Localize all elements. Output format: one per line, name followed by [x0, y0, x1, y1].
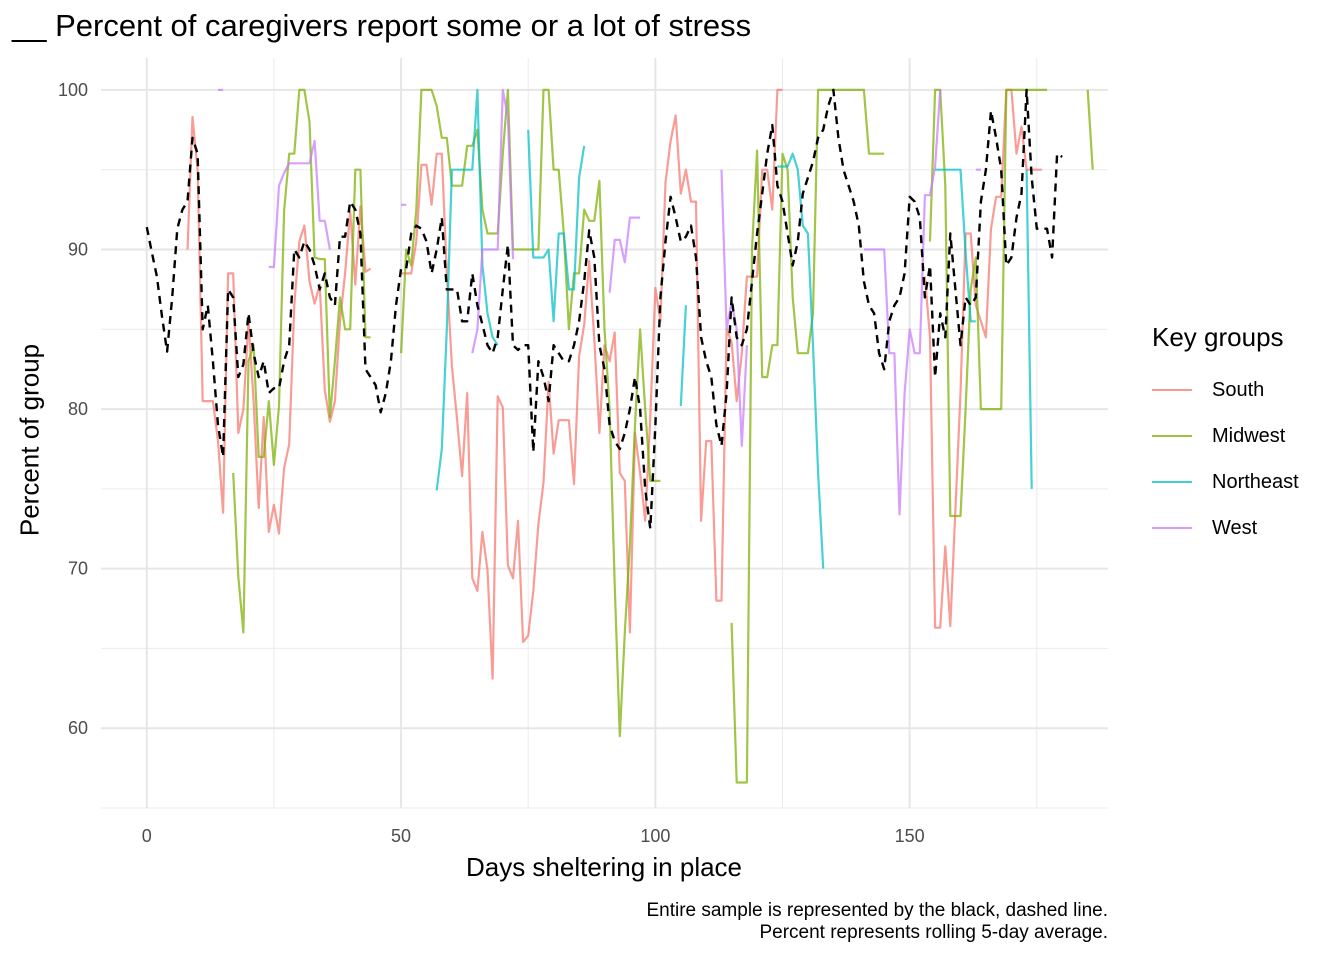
- series-lines: [145, 88, 1094, 784]
- series-line-northeast: [435, 88, 499, 491]
- series-line-south: [401, 88, 783, 680]
- legend-item-midwest: Midwest: [1152, 413, 1299, 459]
- x-tick-label: 100: [640, 826, 670, 846]
- caption-line: Entire sample is represented by the blac…: [646, 900, 1108, 921]
- legend: Key groups South Midwest Northeast West: [1152, 322, 1299, 551]
- series-line-midwest: [730, 88, 885, 784]
- x-tick-label: 50: [391, 826, 411, 846]
- series-line-northeast: [679, 305, 687, 406]
- y-tick-label: 80: [68, 399, 88, 419]
- series-line-entire-sample: [145, 88, 1063, 530]
- series-line-west: [471, 88, 515, 354]
- series-line-west: [268, 139, 331, 269]
- series-line-south: [186, 115, 372, 535]
- x-axis-label: Days sheltering in place: [465, 852, 743, 882]
- caption-line: Percent represents rolling 5-day average…: [759, 922, 1108, 943]
- series-line-northeast: [1025, 169, 1033, 489]
- series-line-midwest: [400, 88, 661, 738]
- series-line-midwest: [232, 88, 371, 634]
- legend-item-south: South: [1152, 367, 1299, 413]
- legend-key-south: [1152, 389, 1192, 391]
- chart-caption: Entire sample is represented by the blac…: [646, 900, 1108, 944]
- legend-label: Midwest: [1212, 424, 1286, 447]
- legend-key-northeast: [1152, 481, 1192, 483]
- legend-label: West: [1212, 516, 1258, 539]
- legend-label: South: [1212, 378, 1265, 401]
- legend-title: Key groups: [1152, 322, 1284, 352]
- y-tick-label: 90: [68, 239, 88, 259]
- series-line-midwest: [1086, 89, 1094, 170]
- legend-label: Northeast: [1212, 470, 1299, 493]
- y-axis-label: Percent of group: [14, 343, 45, 537]
- series-line-northeast: [777, 152, 825, 569]
- y-tick-label: 100: [58, 80, 88, 100]
- axis-ticks: 0 50 100 150 60 70 80 90 100: [58, 80, 925, 846]
- y-tick-label: 70: [68, 559, 88, 579]
- legend-key-west: [1152, 527, 1192, 529]
- series-line-northeast: [527, 129, 586, 323]
- chart-title: __ Percent of caregivers report some or …: [12, 8, 752, 43]
- panel-grid: [101, 58, 1108, 809]
- series-line-south: [923, 88, 1042, 629]
- y-tick-label: 60: [68, 718, 88, 738]
- series-line-west: [720, 169, 748, 447]
- legend-key-midwest: [1152, 435, 1192, 437]
- series-line-northeast: [935, 168, 976, 323]
- series-line-west: [863, 89, 942, 516]
- legend-item-west: West: [1152, 505, 1299, 551]
- x-tick-label: 0: [142, 826, 152, 846]
- series-line-west: [608, 216, 641, 293]
- legend-item-northeast: Northeast: [1152, 459, 1299, 505]
- x-tick-label: 150: [895, 826, 925, 846]
